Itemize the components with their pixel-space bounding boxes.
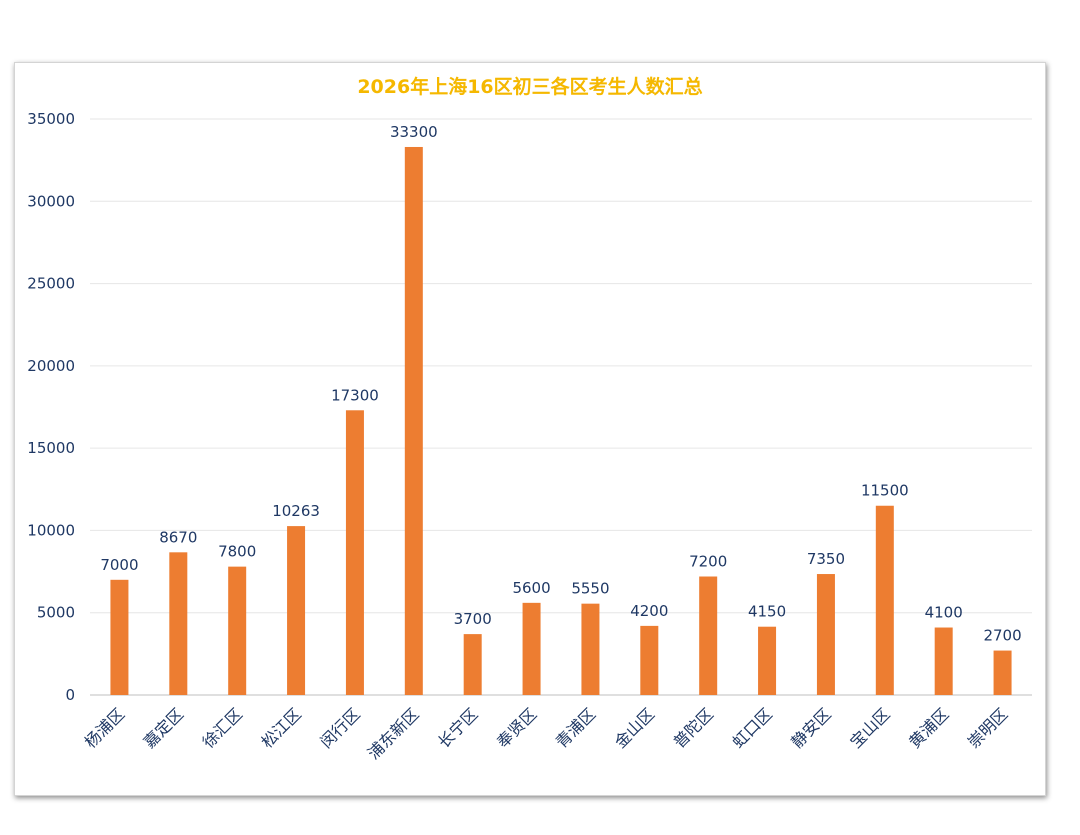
bar: [993, 650, 1012, 695]
chart-frame: 2026年上海16区初三各区考生人数汇总 0 5000 10000 15000 2000…: [14, 62, 1046, 796]
bar: [758, 626, 777, 695]
x-tick-label: 金山区: [611, 704, 658, 751]
x-tick-label: 静安区: [787, 704, 834, 751]
bar: [228, 566, 247, 695]
data-label: 7350: [807, 550, 845, 568]
data-label: 17300: [331, 386, 379, 404]
data-label: 4150: [748, 603, 786, 621]
x-tick-label: 普陀区: [670, 704, 717, 751]
y-tick-label: 25000: [27, 275, 75, 293]
y-tick-label: 35000: [27, 110, 75, 128]
x-tick-label: 杨浦区: [81, 704, 128, 751]
x-tick-label: 奉贤区: [493, 704, 540, 751]
y-tick-label: 5000: [37, 604, 75, 622]
x-tick-label: 闵行区: [316, 704, 363, 751]
grid-layer: [90, 118, 1032, 696]
y-tick-label: 30000: [27, 192, 75, 210]
x-tick-label: 徐汇区: [199, 704, 246, 751]
bar: [699, 576, 718, 695]
y-tick-label: 10000: [27, 521, 75, 539]
y-tick-label: 15000: [27, 439, 75, 457]
bar: [110, 579, 129, 695]
y-tick-label: 20000: [27, 357, 75, 375]
data-label: 5600: [512, 579, 550, 597]
x-tick-label: 青浦区: [552, 704, 599, 751]
x-tick-label: 虹口区: [729, 704, 776, 751]
data-label: 4200: [630, 602, 668, 620]
data-label: 8670: [159, 528, 197, 546]
data-label: 33300: [390, 123, 438, 141]
bar: [640, 625, 659, 695]
data-label: 5550: [571, 580, 609, 598]
data-label: 7000: [100, 556, 138, 574]
x-tick-label: 黄浦区: [905, 704, 952, 751]
x-tick-label: 松江区: [258, 704, 305, 751]
y-tick-label: 0: [65, 686, 75, 704]
bar-chart: 2026年上海16区初三各区考生人数汇总 0 5000 10000 15000 2000…: [27, 75, 1032, 763]
bar: [522, 602, 541, 695]
bar: [345, 410, 364, 695]
bar: [934, 627, 953, 695]
data-label: 2700: [983, 627, 1021, 645]
data-label: 7200: [689, 553, 727, 571]
bar: [463, 634, 482, 695]
x-tick-label: 宝山区: [846, 704, 893, 751]
x-tick-label: 浦东新区: [364, 704, 423, 763]
bar-layer: [110, 146, 1012, 695]
bar: [287, 526, 306, 695]
x-tick-label: 崇明区: [964, 704, 1011, 751]
data-label: 7800: [218, 543, 256, 561]
data-label: 11500: [861, 482, 909, 500]
data-label: 3700: [454, 610, 492, 628]
chart-title: 2026年上海16区初三各区考生人数汇总: [357, 75, 702, 98]
x-tick-label: 嘉定区: [140, 704, 187, 751]
x-tick-label: 长宁区: [434, 704, 481, 751]
bar: [875, 505, 894, 695]
data-label: 4100: [925, 604, 963, 622]
bar: [169, 552, 188, 695]
bar: [816, 574, 835, 695]
bar: [581, 603, 600, 695]
bar: [404, 146, 423, 695]
data-label: 10263: [272, 502, 320, 520]
